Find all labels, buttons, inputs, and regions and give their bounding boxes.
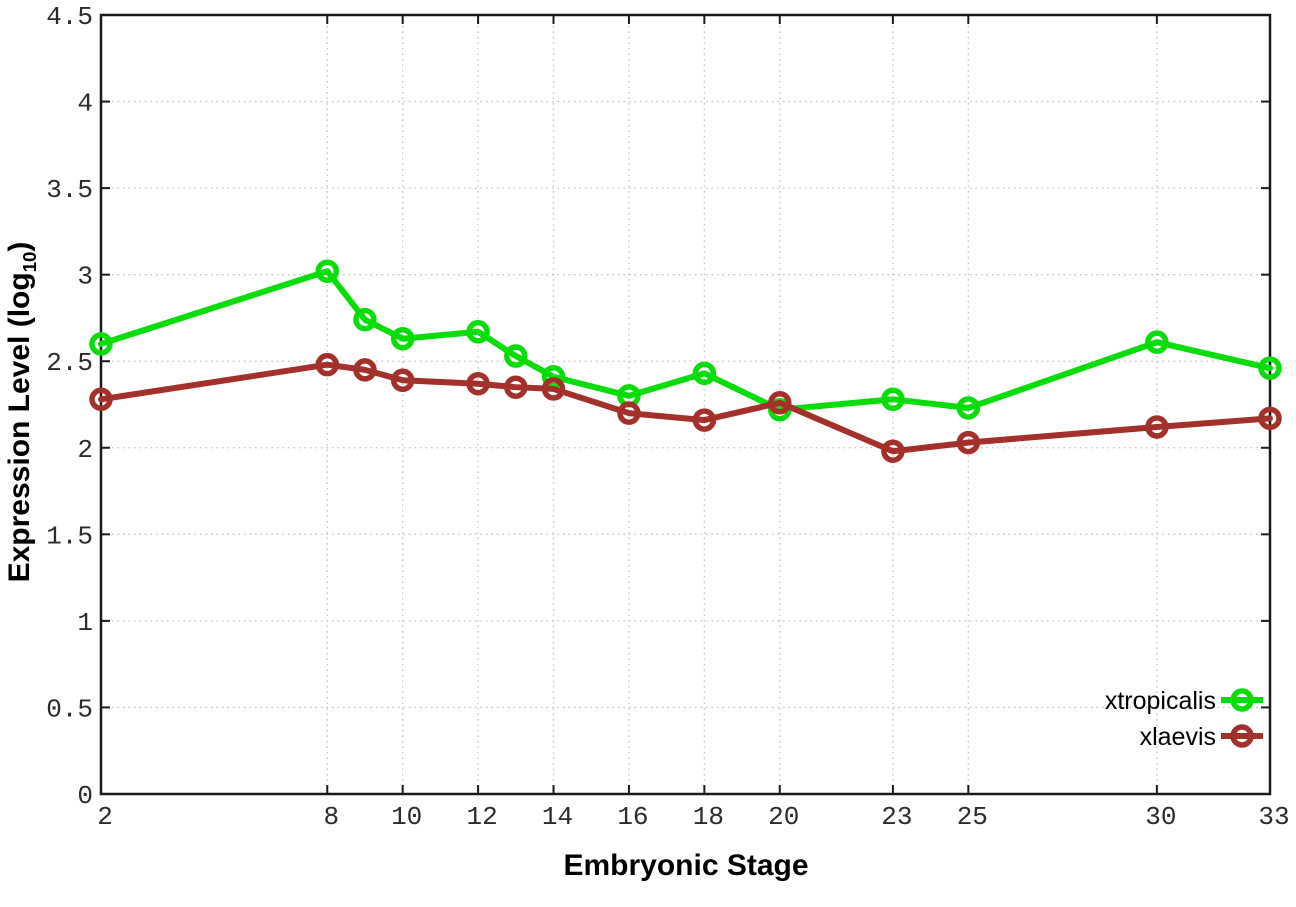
xtick-label-12: 12 — [466, 802, 497, 832]
marker-xtropicalis-stage-13 — [504, 344, 528, 368]
ytick-label-4.5: 4.5 — [46, 2, 93, 32]
marker-xtropicalis-stage-14 — [541, 365, 566, 389]
xtick-label-23: 23 — [881, 802, 912, 832]
marker-xlaevis-stage-20 — [768, 391, 792, 415]
legend-sample-marker-xtropicalis — [1230, 688, 1254, 712]
xtick-label-30: 30 — [1145, 802, 1176, 832]
marker-xlaevis-stage-12 — [466, 371, 490, 396]
marker-xtropicalis-stage-8 — [315, 259, 340, 283]
marker-xlaevis-stage-30 — [1145, 415, 1169, 439]
xtick-label-33: 33 — [1258, 802, 1289, 832]
xtick-label-25: 25 — [957, 802, 988, 832]
y-axis-label-subscript: 10 — [19, 251, 40, 273]
xtick-label-18: 18 — [693, 802, 724, 832]
ytick-label-0: 0 — [77, 781, 93, 811]
y-axis-label-suffix: ) — [3, 241, 36, 252]
marker-xlaevis-stage-33 — [1258, 406, 1282, 431]
marker-xtropicalis-stage-9 — [353, 307, 377, 332]
marker-xtropicalis-stage-2 — [89, 332, 113, 356]
marker-xlaevis-stage-2 — [89, 387, 113, 412]
ytick-label-2.5: 2.5 — [46, 348, 93, 378]
marker-xtropicalis-stage-10 — [390, 326, 415, 351]
legend-sample-marker-xlaevis — [1230, 724, 1254, 748]
legend-label-xlaevis: xlaevis — [1140, 723, 1216, 751]
marker-xtropicalis-stage-23 — [881, 387, 905, 412]
plot-border — [99, 13, 1272, 796]
y-axis-label: Expression Level (log10) — [3, 242, 41, 583]
xtick-label-20: 20 — [768, 802, 799, 832]
marker-xtropicalis-stage-33 — [1258, 356, 1282, 380]
xtick-label-2: 2 — [97, 802, 113, 832]
xtick-label-14: 14 — [542, 802, 573, 832]
ytick-label-3: 3 — [77, 262, 93, 292]
marker-xlaevis-stage-9 — [353, 358, 377, 382]
ytick-label-2: 2 — [77, 435, 93, 465]
xtick-label-10: 10 — [391, 802, 422, 832]
legend-label-xtropicalis: xtropicalis — [1105, 687, 1216, 715]
ytick-label-3.5: 3.5 — [46, 175, 93, 205]
xtick-label-16: 16 — [617, 802, 648, 832]
marker-xlaevis-stage-13 — [504, 375, 528, 399]
ytick-label-0.5: 0.5 — [46, 694, 93, 724]
marker-xtropicalis-stage-12 — [466, 320, 490, 344]
marker-xtropicalis-stage-18 — [692, 361, 717, 386]
y-axis-label-prefix: Expression Level (log — [3, 272, 36, 583]
marker-xlaevis-stage-10 — [390, 368, 415, 393]
marker-xlaevis-stage-16 — [617, 401, 641, 425]
marker-xlaevis-stage-14 — [541, 377, 566, 401]
ytick-label-4: 4 — [77, 89, 93, 119]
marker-xlaevis-stage-25 — [956, 430, 981, 455]
marker-xlaevis-stage-23 — [881, 439, 905, 463]
ytick-label-1: 1 — [77, 608, 93, 638]
ytick-label-1.5: 1.5 — [46, 521, 93, 551]
marker-xlaevis-stage-18 — [692, 408, 717, 432]
marker-xtropicalis-stage-25 — [956, 396, 981, 420]
xtick-label-8: 8 — [323, 802, 339, 832]
marker-xtropicalis-stage-30 — [1145, 330, 1169, 354]
x-axis-label: Embryonic Stage — [563, 849, 809, 882]
marker-xlaevis-stage-8 — [315, 352, 340, 377]
